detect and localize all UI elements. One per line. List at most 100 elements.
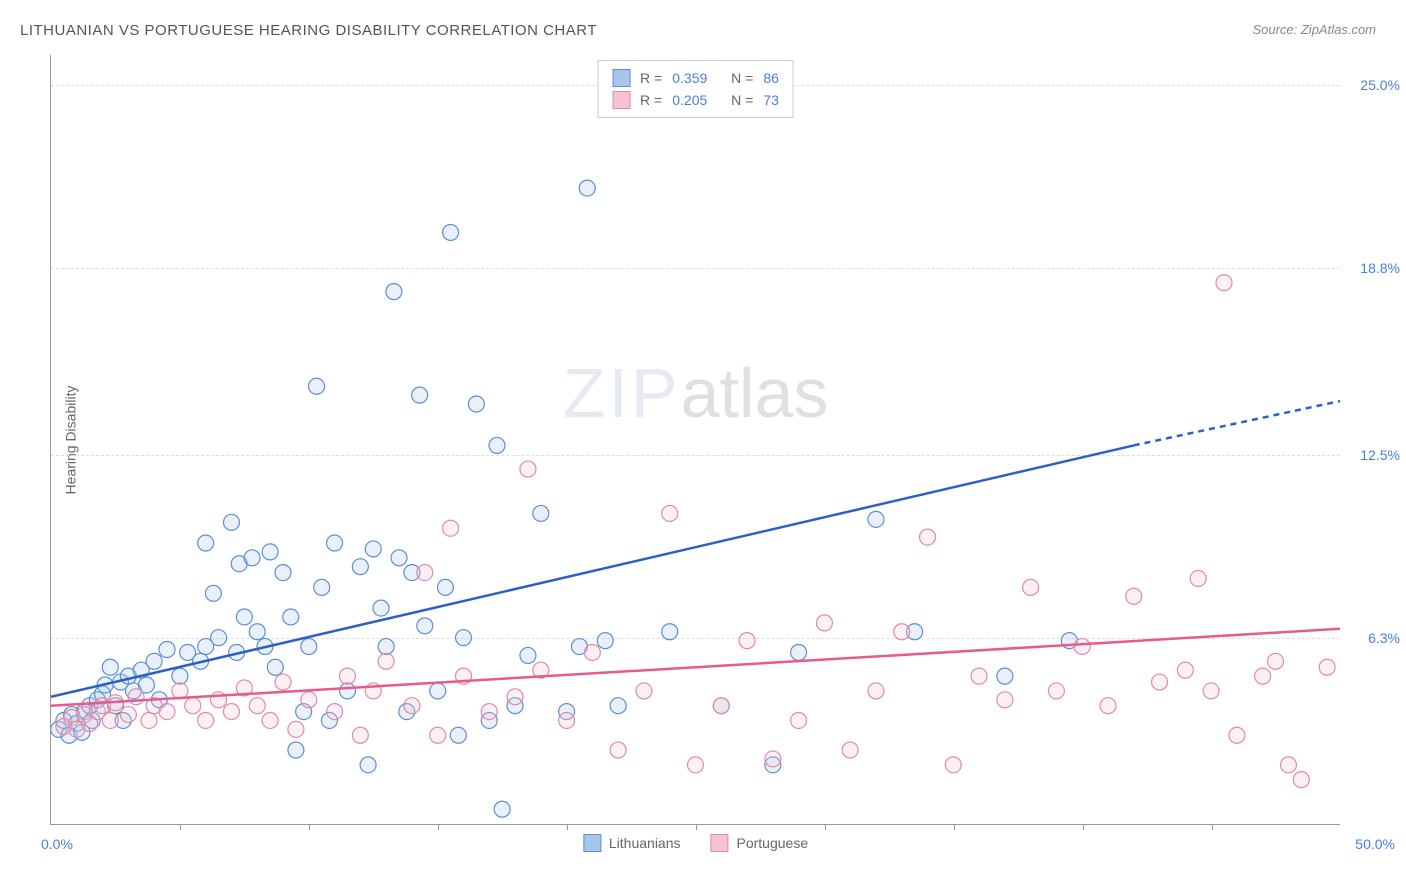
scatter-point [244,550,260,566]
scatter-point [1177,662,1193,678]
scatter-point [971,668,987,684]
x-tick [954,824,955,830]
scatter-point [997,668,1013,684]
scatter-point [314,579,330,595]
scatter-point [894,624,910,640]
scatter-point [920,529,936,545]
scatter-point [391,550,407,566]
x-axis-min-label: 0.0% [41,836,73,852]
x-tick [696,824,697,830]
scatter-point [327,704,343,720]
scatter-point [1152,674,1168,690]
n-value-portuguese: 73 [763,89,779,111]
scatter-point [198,535,214,551]
scatter-point [146,653,162,669]
scatter-point [520,461,536,477]
scatter-point [339,683,355,699]
scatter-point [520,647,536,663]
x-tick [180,824,181,830]
scatter-point [141,712,157,728]
scatter-plot-svg [51,55,1340,824]
r-value-portuguese: 0.205 [672,89,707,111]
x-axis-max-label: 50.0% [1355,836,1395,852]
scatter-point [688,757,704,773]
scatter-point [159,642,175,658]
scatter-point [1255,668,1271,684]
scatter-point [412,387,428,403]
legend-row-lithuanians: R = 0.359 N = 86 [612,67,779,89]
scatter-point [868,683,884,699]
scatter-point [791,644,807,660]
chart-plot-area: Hearing Disability ZIPatlas R = 0.359 N … [50,55,1340,825]
scatter-point [662,624,678,640]
scatter-point [1268,653,1284,669]
scatter-point [713,698,729,714]
scatter-point [223,514,239,530]
scatter-point [997,692,1013,708]
scatter-point [662,505,678,521]
scatter-point [339,668,355,684]
scatter-point [205,585,221,601]
scatter-point [1126,588,1142,604]
n-value-lithuanians: 86 [763,67,779,89]
scatter-point [1216,275,1232,291]
scatter-point [489,437,505,453]
r-value-lithuanians: 0.359 [672,67,707,89]
scatter-point [283,609,299,625]
scatter-point [533,505,549,521]
scatter-point [223,704,239,720]
chart-title: LITHUANIAN VS PORTUGUESE HEARING DISABIL… [20,22,597,39]
scatter-point [868,511,884,527]
scatter-point [102,659,118,675]
legend-swatch-pink [711,834,729,852]
correlation-legend: R = 0.359 N = 86 R = 0.205 N = 73 [597,60,794,118]
scatter-point [610,742,626,758]
scatter-point [262,544,278,560]
n-label: N = [731,67,753,89]
scatter-point [437,579,453,595]
scatter-point [159,704,175,720]
x-tick [567,824,568,830]
scatter-point [249,624,265,640]
scatter-point [185,698,201,714]
scatter-point [1074,639,1090,655]
scatter-point [1319,659,1335,675]
legend-label-lithuanians: Lithuanians [609,835,681,851]
y-tick-label: 12.5% [1360,447,1400,463]
scatter-point [373,600,389,616]
y-tick-label: 25.0% [1360,77,1400,93]
scatter-point [579,180,595,196]
scatter-point [791,712,807,728]
scatter-point [128,689,144,705]
scatter-point [236,609,252,625]
scatter-point [636,683,652,699]
scatter-point [443,224,459,240]
trend-line [51,629,1340,706]
series-legend: Lithuanians Portuguese [583,834,808,852]
scatter-point [1203,683,1219,699]
legend-swatch-blue [583,834,601,852]
scatter-point [945,757,961,773]
x-tick [1083,824,1084,830]
scatter-point [481,704,497,720]
r-label: R = [640,89,662,111]
n-label: N = [731,89,753,111]
scatter-point [430,683,446,699]
scatter-point [1100,698,1116,714]
scatter-point [1048,683,1064,699]
scatter-point [327,535,343,551]
scatter-point [249,698,265,714]
x-tick [825,824,826,830]
scatter-point [610,698,626,714]
scatter-point [275,674,291,690]
scatter-point [352,727,368,743]
scatter-point [443,520,459,536]
scatter-point [386,284,402,300]
scatter-point [172,668,188,684]
source-attribution: Source: ZipAtlas.com [1252,22,1376,37]
scatter-point [1190,571,1206,587]
y-tick-label: 18.8% [1360,260,1400,276]
legend-swatch-pink [612,91,630,109]
scatter-point [360,757,376,773]
x-tick [438,824,439,830]
